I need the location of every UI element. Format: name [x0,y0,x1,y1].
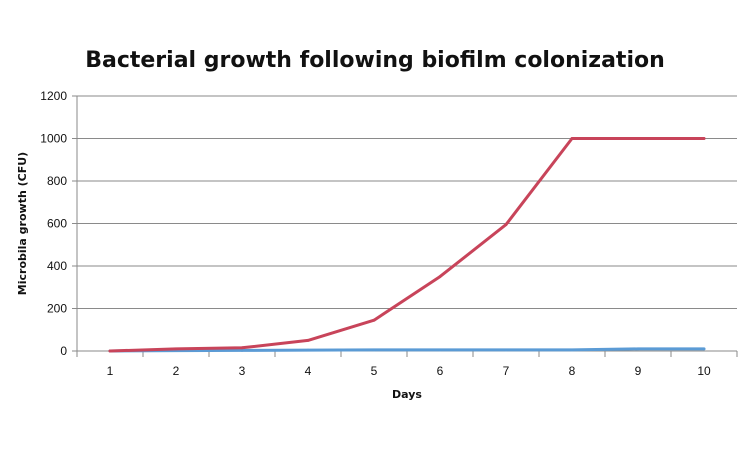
data-point [372,348,376,352]
data-point [174,347,178,351]
x-tick-label: 8 [569,364,576,378]
data-point [306,348,310,352]
x-tick-label: 9 [635,364,642,378]
chart-title: Bacterial growth following biofilm colon… [85,48,665,73]
y-tick-label: 200 [47,302,67,316]
data-point [240,346,244,350]
x-tick-label: 5 [371,364,378,378]
x-tick-label: 1 [107,364,114,378]
data-point [570,137,574,140]
y-tick-label: 0 [60,344,67,358]
x-tick-label: 7 [503,364,510,378]
y-tick-label: 1200 [40,89,67,103]
data-point [504,348,508,352]
x-tick-label: 4 [305,364,312,378]
x-tick-label: 3 [239,364,246,378]
data-point [702,137,706,140]
data-point [372,318,376,322]
y-tick-label: 600 [47,217,67,231]
data-point [636,137,640,140]
series-lines [108,137,706,353]
data-point [636,347,640,351]
x-tick-label: 2 [173,364,180,378]
y-axis-title: Microbila growth (CFU) [16,152,29,295]
x-tick-label: 6 [437,364,444,378]
data-point [438,275,442,279]
series-line-2 [108,347,706,353]
data-point [438,348,442,352]
y-tick-label: 800 [47,174,67,188]
gridlines [77,95,737,309]
data-point [306,338,310,342]
data-point [240,348,244,352]
x-tick-label: 10 [697,364,711,378]
data-point [504,223,508,226]
data-point [108,349,112,353]
y-tick-label: 400 [47,259,67,273]
x-axis-title: Days [392,388,422,401]
data-point [570,348,574,352]
y-tick-label: 1000 [40,132,67,146]
axes [72,95,738,357]
tick-labels: 0 200 400 600 800 1000 1200 1 2 3 4 5 6 7 8 9 10 [40,89,711,378]
series-line-1 [108,137,706,353]
data-point [702,347,706,351]
